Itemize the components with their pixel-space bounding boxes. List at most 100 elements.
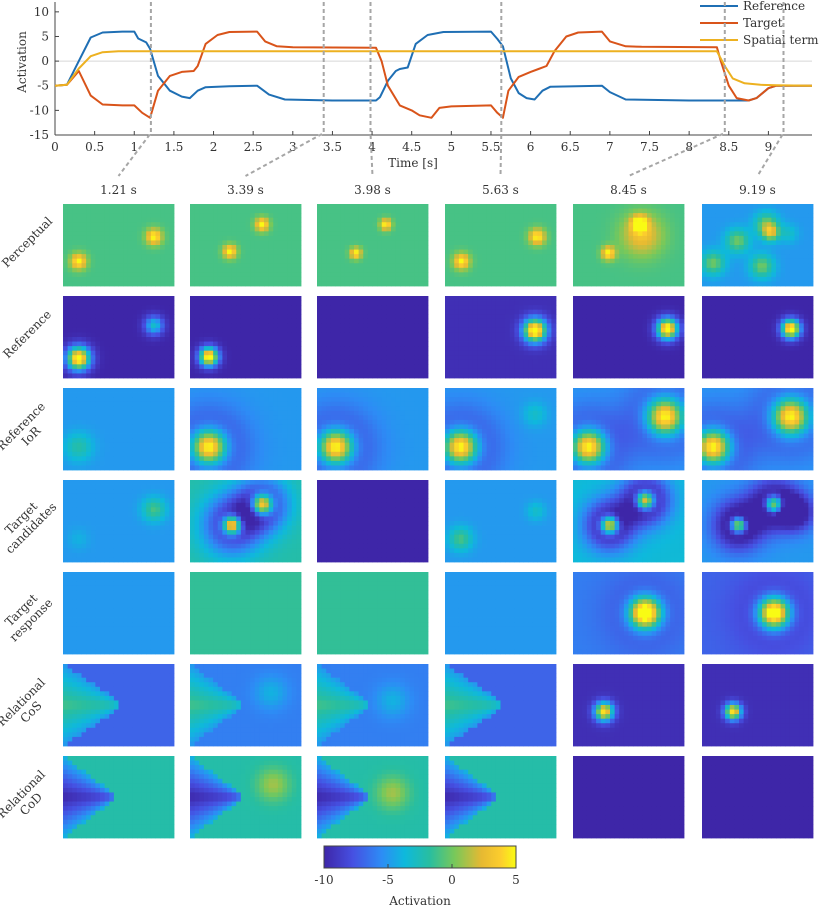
heatmap-cell <box>95 208 101 214</box>
heatmap-cell <box>250 204 256 209</box>
heatmap-cell <box>358 305 364 311</box>
heatmap-cell <box>67 208 73 214</box>
heatmap-cell <box>458 323 464 329</box>
heatmap-cell <box>458 249 464 255</box>
heatmap-cell <box>472 368 478 374</box>
heatmap-cell <box>647 222 653 228</box>
heatmap-cell <box>208 318 214 324</box>
heatmap-cell <box>95 231 101 237</box>
heatmap-cell <box>647 337 653 342</box>
heatmap-cell <box>164 245 170 250</box>
heatmap-cell <box>519 318 525 324</box>
heatmap-cell <box>113 217 119 223</box>
heatmap-cell <box>100 309 106 315</box>
heatmap-cell <box>706 314 712 320</box>
heatmap-cell <box>573 318 579 324</box>
heatmap-cell <box>586 245 592 250</box>
heatmap-cell <box>514 332 520 338</box>
heatmap-cell <box>633 346 639 352</box>
heatmap-cell <box>335 272 341 278</box>
heatmap-cell <box>90 305 96 311</box>
heatmap-cell <box>367 355 373 361</box>
heatmap-cell <box>505 231 511 237</box>
heatmap-cell <box>706 281 712 287</box>
heatmap-cell <box>160 305 166 311</box>
heatmap-cell <box>199 226 205 232</box>
heatmap-cell <box>505 226 511 232</box>
heatmap-cell <box>194 276 200 282</box>
heatmap-cell <box>287 213 293 219</box>
column-label: 5.63 s <box>482 183 519 197</box>
heatmap-cell <box>67 332 73 338</box>
heatmap-cell <box>523 267 529 273</box>
heatmap-cell <box>321 254 327 260</box>
heatmap-cell <box>400 323 406 329</box>
heatmap-cell <box>137 204 143 209</box>
heatmap-cell <box>596 217 602 223</box>
heatmap-cell <box>674 208 680 214</box>
heatmap-cell <box>720 263 726 269</box>
heatmap-cell <box>702 213 708 219</box>
heatmap-cell <box>372 276 378 282</box>
heatmap-cell <box>766 213 772 219</box>
heatmap-cell <box>164 314 170 320</box>
heatmap-cell <box>591 217 597 223</box>
heatmap-cell <box>367 337 373 342</box>
heatmap-cell <box>268 258 274 264</box>
heatmap-cell <box>386 300 392 306</box>
heatmap-cell <box>146 213 152 219</box>
heatmap-cell <box>236 276 242 282</box>
heatmap-cell <box>537 300 543 306</box>
heatmap-cell <box>273 213 279 219</box>
heatmap-cell <box>326 267 332 273</box>
heatmap-cell <box>610 332 616 338</box>
heatmap-cell <box>264 240 270 246</box>
heatmap-cell <box>277 364 283 370</box>
heatmap-cell <box>282 305 288 311</box>
heatmap-cell <box>546 296 552 301</box>
heatmap-cell <box>656 364 662 370</box>
heatmap-cell <box>81 272 87 278</box>
heatmap-cell <box>656 249 662 255</box>
heatmap-cell <box>63 254 69 260</box>
heatmap-cell <box>291 355 297 361</box>
heatmap-cell <box>254 305 260 311</box>
heatmap-cell <box>600 281 606 287</box>
heatmap-cell <box>150 364 156 370</box>
heatmap-cell <box>660 355 666 361</box>
heatmap-cell <box>400 314 406 320</box>
heatmap-cell <box>381 337 387 342</box>
heatmap-cell <box>551 254 557 260</box>
heatmap-cell <box>273 258 279 264</box>
heatmap-cell <box>449 235 455 241</box>
heatmap-cell <box>633 364 639 370</box>
heatmap-cell <box>610 276 616 282</box>
heatmap-cell <box>573 276 579 282</box>
heatmap-cell <box>137 222 143 228</box>
heatmap-cell <box>100 222 106 228</box>
heatmap-cell <box>734 332 740 338</box>
heatmap-cell <box>610 249 616 255</box>
heatmap-cell <box>63 226 69 232</box>
heatmap-cell <box>449 296 455 301</box>
heatmap-cell <box>367 276 373 282</box>
heatmap-cell <box>491 222 497 228</box>
heatmap-cell <box>542 240 548 246</box>
heatmap-cell <box>354 208 360 214</box>
heatmap-cell <box>146 323 152 329</box>
heatmap-cell <box>523 300 529 306</box>
heatmap-cell <box>528 350 534 356</box>
heatmap-cell <box>679 217 685 223</box>
heatmap-cell <box>642 249 648 255</box>
heatmap-cell <box>752 222 758 228</box>
heatmap-cell <box>495 245 501 250</box>
heatmap-cell <box>90 337 96 342</box>
heatmap-cell <box>789 213 795 219</box>
heatmap-cell <box>808 208 814 214</box>
heatmap-cell <box>729 263 735 269</box>
heatmap-cell <box>100 272 106 278</box>
heatmap-cell <box>600 263 606 269</box>
heatmap-cell <box>623 296 629 301</box>
heatmap-cell <box>358 267 364 273</box>
heatmap-cell <box>519 226 525 232</box>
